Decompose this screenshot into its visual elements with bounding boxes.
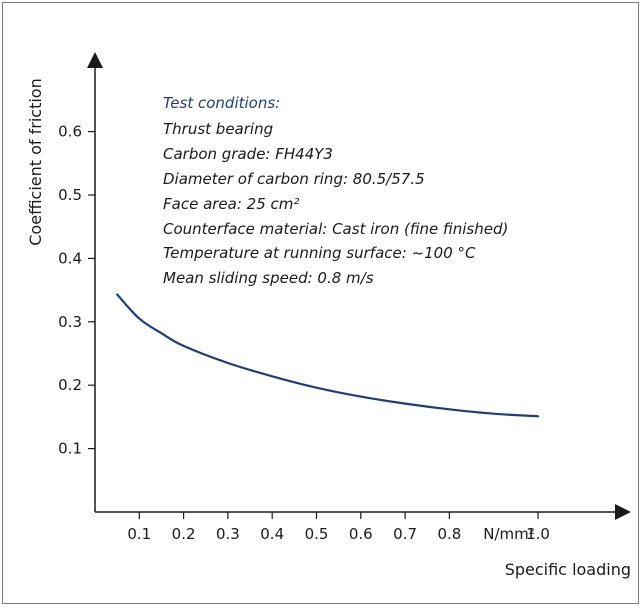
test-condition-line: Diameter of carbon ring: 80.5/57.5 xyxy=(163,170,425,188)
y-tick-label: 0.5 xyxy=(58,186,82,204)
y-tick-label: 0.1 xyxy=(58,440,82,458)
x-tick-label: 0.2 xyxy=(172,525,196,543)
x-axis-arrow xyxy=(615,504,631,520)
x-tick-label: 0.3 xyxy=(216,525,240,543)
test-conditions-note: Test conditions: Thrust bearing Carbon g… xyxy=(163,94,508,287)
x-tick-label: 0.1 xyxy=(127,525,151,543)
y-tick-label: 0.3 xyxy=(58,313,82,331)
x-tick-label: 0.8 xyxy=(437,525,461,543)
test-condition-line: Mean sliding speed: 0.8 m/s xyxy=(163,269,374,287)
y-axis-arrow xyxy=(87,52,103,68)
y-tick-label: 0.6 xyxy=(58,123,82,141)
test-condition-line: Counterface material: Cast iron (fine fi… xyxy=(163,220,508,238)
y-tick-label: 0.4 xyxy=(58,249,82,267)
y-axis-title: Coefficient of friction xyxy=(26,78,45,245)
test-condition-line: Thrust bearing xyxy=(163,120,273,138)
x-axis-title: Specific loading xyxy=(505,560,631,579)
x-axis-unit: N/mm² xyxy=(483,525,535,543)
test-condition-line: Carbon grade: FH44Y3 xyxy=(163,145,333,163)
x-tick-label: 0.7 xyxy=(393,525,417,543)
x-tick-label: 1.0 xyxy=(526,525,550,543)
test-conditions-heading: Test conditions: xyxy=(163,94,280,112)
test-condition-line: Face area: 25 cm² xyxy=(163,195,299,213)
y-tick-label: 0.2 xyxy=(58,376,82,394)
x-tick-label: 0.6 xyxy=(349,525,373,543)
x-axis-ticks: 0.1 0.2 0.3 0.4 0.5 0.6 0.7 0.8 1.0 xyxy=(127,512,550,543)
y-axis-ticks: 0.1 0.2 0.3 0.4 0.5 0.6 xyxy=(58,123,95,458)
x-tick-label: 0.5 xyxy=(305,525,329,543)
x-tick-label: 0.4 xyxy=(260,525,284,543)
friction-curve xyxy=(116,293,540,418)
test-condition-line: Temperature at running surface: ~100 °C xyxy=(163,244,476,262)
